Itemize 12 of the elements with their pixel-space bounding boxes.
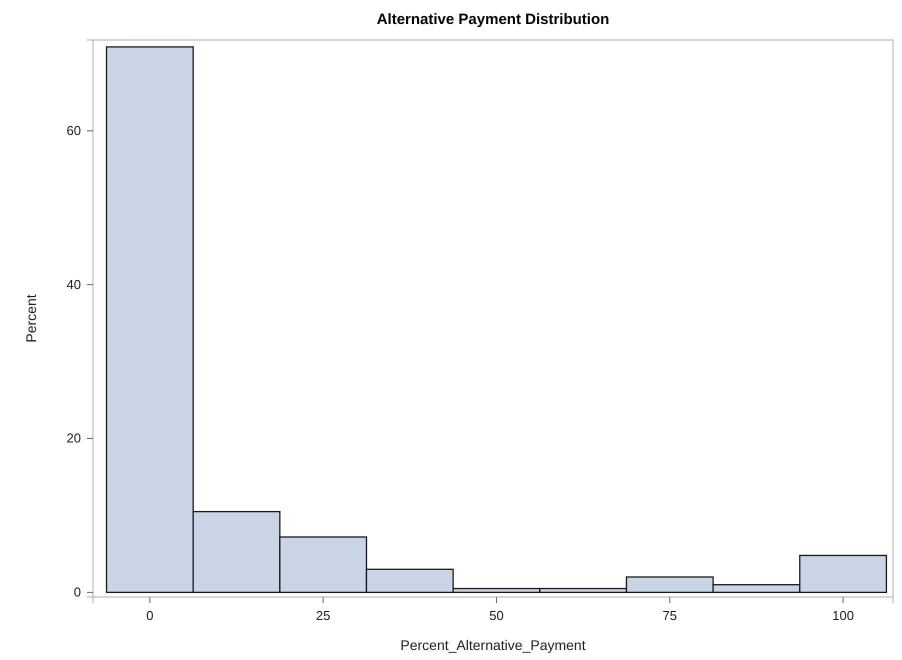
x-axis-title: Percent_Alternative_Payment [400,637,586,653]
x-tick-label: 75 [662,608,678,624]
y-tick-label: 0 [74,584,81,600]
y-tick-label: 20 [66,430,81,446]
x-tick-label: 0 [146,608,154,624]
x-tick-label: 100 [832,608,854,624]
x-tick-label: 50 [489,608,504,624]
y-tick-label: 40 [66,276,81,292]
y-tick-label: 60 [66,122,81,138]
y-axis-title: Percent [23,294,39,343]
chart-title: Alternative Payment Distribution [376,11,610,28]
x-tick-label: 25 [316,608,330,624]
